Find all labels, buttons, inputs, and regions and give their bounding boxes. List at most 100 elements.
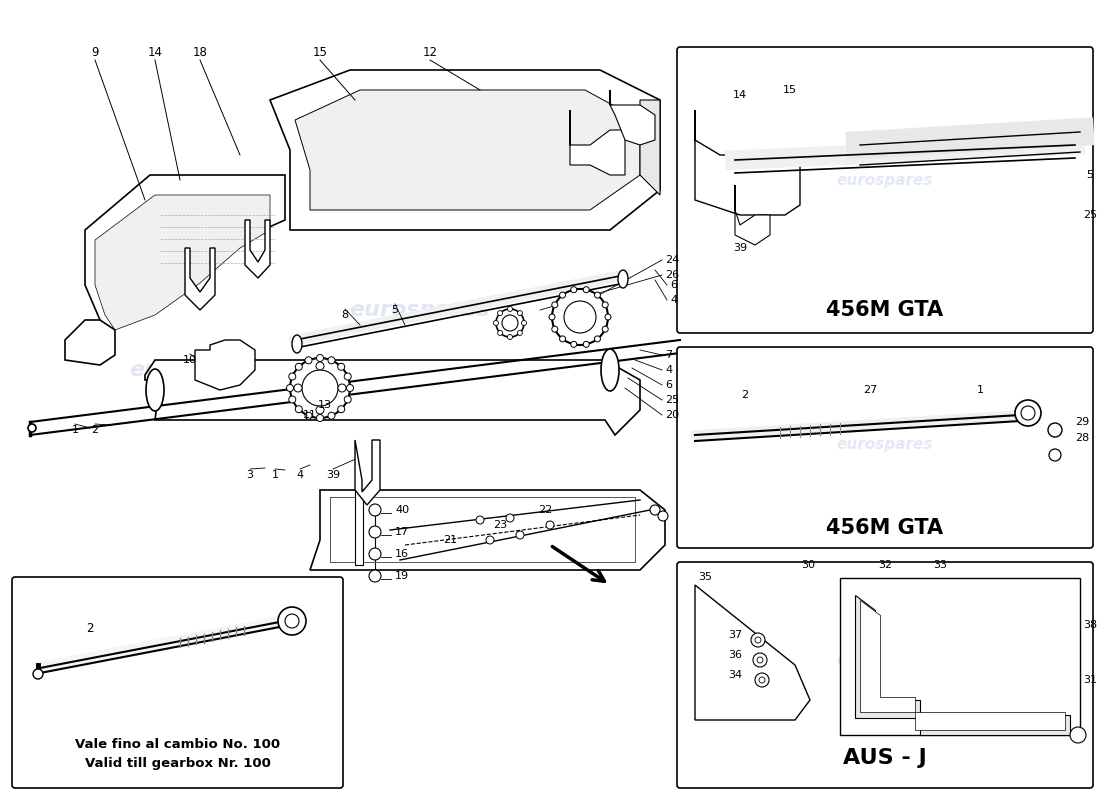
Text: 456M GTA: 456M GTA — [826, 518, 944, 538]
FancyBboxPatch shape — [676, 347, 1093, 548]
Text: 1: 1 — [977, 385, 983, 395]
Text: 19: 19 — [395, 571, 409, 581]
Circle shape — [546, 521, 554, 529]
Polygon shape — [85, 175, 285, 330]
Circle shape — [521, 321, 527, 326]
Circle shape — [517, 310, 522, 316]
Text: 32: 32 — [878, 560, 892, 570]
Text: 6: 6 — [666, 380, 672, 390]
Circle shape — [496, 309, 524, 337]
Ellipse shape — [618, 270, 628, 288]
Circle shape — [494, 321, 498, 326]
Circle shape — [564, 301, 596, 333]
Circle shape — [594, 336, 601, 342]
Ellipse shape — [601, 349, 619, 391]
Circle shape — [594, 292, 601, 298]
Polygon shape — [95, 195, 270, 330]
Text: 1: 1 — [272, 470, 278, 480]
Circle shape — [549, 314, 556, 320]
Circle shape — [552, 326, 558, 332]
Text: 11: 11 — [302, 410, 317, 420]
Text: 35: 35 — [698, 572, 712, 582]
Circle shape — [1048, 423, 1062, 437]
Circle shape — [285, 614, 299, 628]
Text: 30: 30 — [801, 560, 815, 570]
Text: 25: 25 — [1082, 210, 1097, 220]
Text: Vale fino al cambio No. 100: Vale fino al cambio No. 100 — [76, 738, 280, 751]
Circle shape — [583, 342, 590, 347]
Polygon shape — [840, 578, 1080, 735]
Circle shape — [305, 357, 312, 364]
Text: 26: 26 — [666, 270, 679, 280]
Text: 21: 21 — [443, 535, 458, 545]
Text: 4: 4 — [296, 470, 304, 480]
Circle shape — [497, 330, 503, 335]
FancyBboxPatch shape — [676, 47, 1093, 333]
Text: 9: 9 — [91, 46, 99, 58]
Text: 5: 5 — [1087, 170, 1093, 180]
Circle shape — [755, 637, 761, 643]
Circle shape — [1070, 727, 1086, 743]
Polygon shape — [695, 110, 800, 215]
Text: 33: 33 — [933, 560, 947, 570]
Text: 31: 31 — [1084, 675, 1097, 685]
Circle shape — [344, 373, 351, 380]
Circle shape — [486, 536, 494, 544]
Circle shape — [602, 326, 608, 332]
Text: 12: 12 — [422, 46, 438, 58]
Polygon shape — [65, 320, 116, 365]
Circle shape — [658, 511, 668, 521]
Text: 10: 10 — [183, 355, 197, 365]
Circle shape — [289, 373, 296, 380]
Text: eurospares: eurospares — [680, 175, 821, 195]
Text: 8: 8 — [341, 310, 349, 320]
Text: 16: 16 — [395, 549, 409, 559]
Circle shape — [368, 570, 381, 582]
Text: 1: 1 — [72, 425, 78, 435]
Circle shape — [583, 286, 590, 293]
Text: 14: 14 — [733, 90, 747, 100]
Text: 2: 2 — [91, 425, 99, 435]
Text: 2: 2 — [741, 390, 749, 400]
Text: 3: 3 — [246, 470, 253, 480]
Circle shape — [295, 406, 302, 413]
Circle shape — [346, 385, 353, 391]
Circle shape — [506, 514, 514, 522]
Text: 27: 27 — [862, 385, 877, 395]
Text: 4: 4 — [670, 295, 678, 305]
Circle shape — [602, 302, 608, 308]
Circle shape — [516, 531, 524, 539]
Polygon shape — [245, 220, 270, 278]
Ellipse shape — [146, 369, 164, 411]
Text: 14: 14 — [147, 46, 163, 58]
Circle shape — [338, 363, 344, 370]
Text: Valid till gearbox Nr. 100: Valid till gearbox Nr. 100 — [85, 757, 271, 770]
Polygon shape — [185, 248, 214, 310]
Circle shape — [305, 412, 312, 419]
Circle shape — [560, 336, 565, 342]
Circle shape — [328, 412, 336, 419]
Circle shape — [290, 358, 350, 418]
Polygon shape — [855, 595, 1070, 735]
Circle shape — [338, 406, 344, 413]
Circle shape — [497, 310, 503, 316]
Circle shape — [605, 314, 610, 320]
Circle shape — [317, 354, 323, 362]
Text: 13: 13 — [318, 400, 332, 410]
Circle shape — [507, 334, 513, 339]
Circle shape — [344, 396, 351, 403]
Text: eurospares: eurospares — [837, 173, 933, 187]
Polygon shape — [860, 600, 1065, 730]
Circle shape — [552, 289, 608, 345]
Circle shape — [316, 406, 324, 414]
Circle shape — [571, 342, 576, 347]
FancyBboxPatch shape — [12, 577, 343, 788]
Text: 6: 6 — [670, 280, 676, 290]
Circle shape — [368, 548, 381, 560]
Circle shape — [278, 607, 306, 635]
Text: AUS - J: AUS - J — [843, 748, 927, 768]
Text: eurospares: eurospares — [837, 653, 933, 667]
Circle shape — [754, 653, 767, 667]
Text: 28: 28 — [1075, 433, 1089, 443]
FancyBboxPatch shape — [676, 562, 1093, 788]
